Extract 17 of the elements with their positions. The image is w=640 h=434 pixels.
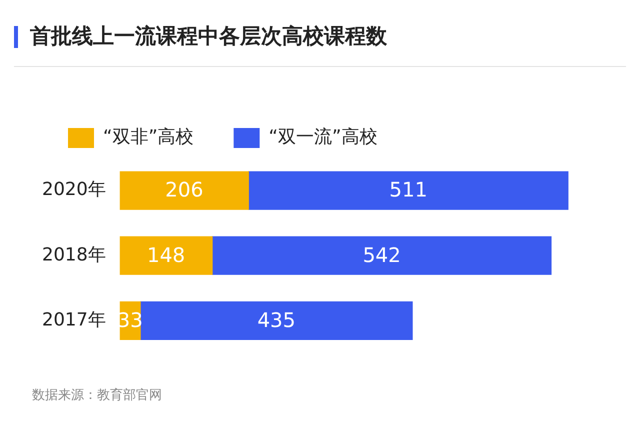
data-label: 148 — [146, 242, 186, 267]
data-label: 206 — [165, 178, 204, 202]
bar — [140, 301, 413, 340]
y-tick-label: 2017年 — [42, 309, 106, 330]
source-note: 数据来源：教育部官网 — [32, 386, 162, 404]
bar — [120, 171, 249, 210]
bar — [120, 236, 213, 275]
bar — [248, 171, 568, 210]
legend-label: “双非”高校 — [103, 126, 194, 148]
data-label: 435 — [257, 308, 296, 332]
chart-title: 首批线上一流课程中各层次高校课程数 — [30, 23, 387, 50]
data-label: 542 — [362, 242, 401, 267]
y-tick-label: 2020年 — [42, 179, 106, 200]
data-label: 511 — [389, 178, 428, 202]
bar — [212, 236, 552, 275]
y-tick-label: 2018年 — [42, 244, 106, 266]
legend-label: “双一流”高校 — [268, 126, 378, 148]
